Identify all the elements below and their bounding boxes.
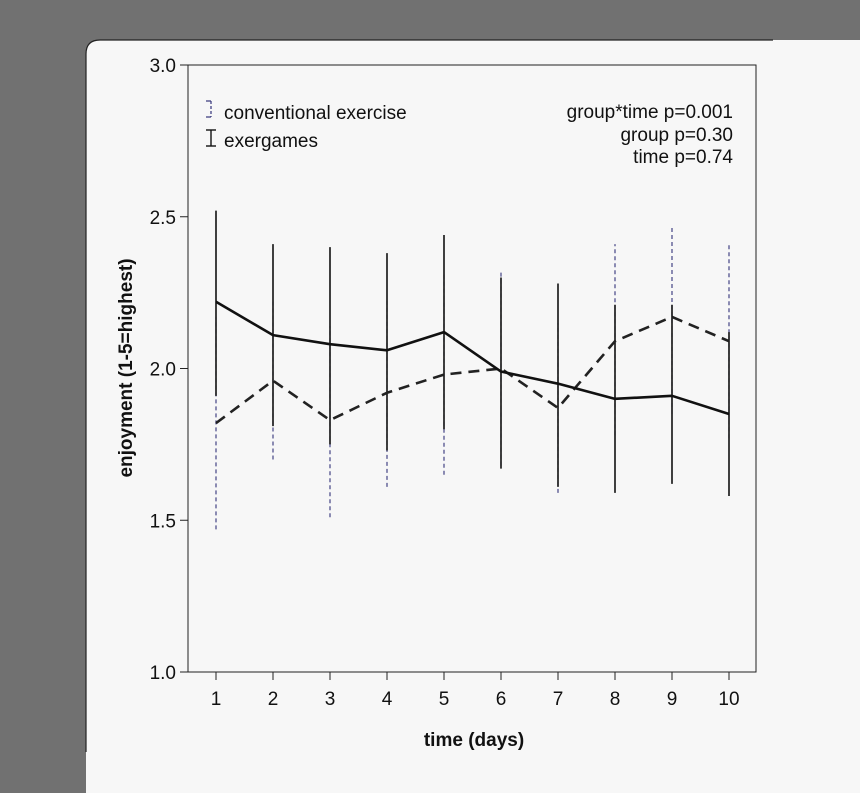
legend-exergames-label: exergames: [224, 131, 318, 152]
series-lines: [215, 300, 730, 425]
x-tick-label: 6: [496, 689, 507, 710]
x-tick-label: 4: [382, 689, 393, 710]
y-tick-label: 1.0: [150, 663, 176, 684]
legend: conventional exercise exergames: [206, 100, 407, 152]
x-tick-label: 8: [610, 689, 621, 710]
legend-exergames-swatch: [206, 129, 216, 147]
legend-conventional-exercise-swatch: [206, 100, 212, 118]
x-tick-label: 10: [718, 689, 739, 710]
plot-area: [187, 64, 757, 673]
series-line-conventional-exercise: [215, 315, 730, 425]
x-tick-label: 3: [325, 689, 336, 710]
x-tick-label: 2: [268, 689, 279, 710]
y-axis-label: enjoyment (1-5=highest): [116, 258, 137, 477]
y-tick-label: 1.5: [150, 511, 176, 532]
x-axis-label: time (days): [424, 730, 524, 751]
x-tick-label: 7: [553, 689, 564, 710]
y-tick-label: 3.0: [150, 56, 176, 77]
x-tick-label: 5: [439, 689, 450, 710]
y-axis: 1.0 1.5 2.0 2.5 3.0: [150, 56, 188, 684]
annotation-group-time: group*time p=0.001: [567, 102, 733, 123]
y-tick-label: 2.0: [150, 360, 176, 381]
y-tick-label: 2.5: [150, 208, 176, 229]
series-line-exergames: [215, 300, 730, 416]
x-axis: 1 2 3 4 5 6 7 8 9 10: [211, 672, 740, 710]
legend-conventional-exercise-label: conventional exercise: [224, 103, 407, 124]
x-tick-label: 1: [211, 689, 222, 710]
stats-annotations: group*time p=0.001 group p=0.30 time p=0…: [567, 102, 734, 168]
annotation-time: time p=0.74: [633, 147, 733, 168]
annotation-group: group p=0.30: [620, 125, 733, 146]
panel-border: [85, 39, 773, 752]
x-tick-label: 9: [667, 689, 678, 710]
